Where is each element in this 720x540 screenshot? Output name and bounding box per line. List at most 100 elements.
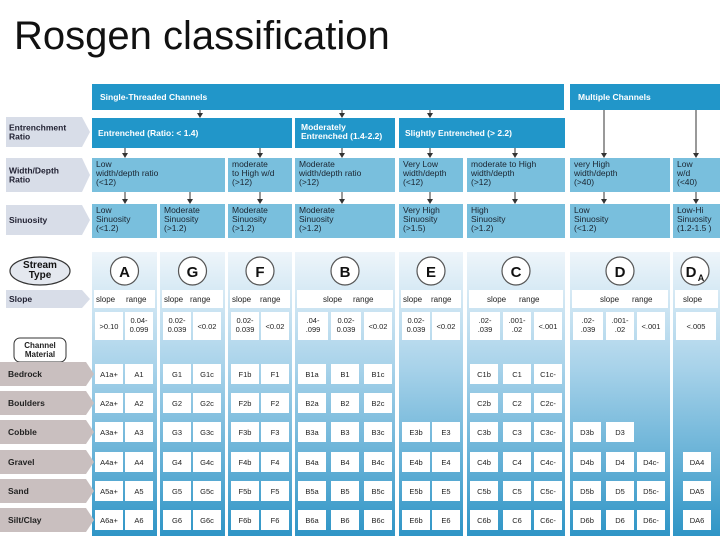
width-depth-text-4: moderate to High width/depth (>12) bbox=[470, 159, 536, 187]
type-code-e5: E5 bbox=[441, 487, 450, 496]
type-cell-g-0-1 bbox=[193, 364, 221, 384]
type-cell-g-2-1 bbox=[193, 422, 221, 442]
slope-value-16: <.001 bbox=[642, 322, 661, 331]
slope-header-box-6 bbox=[572, 290, 668, 308]
type-cell-d-2-0 bbox=[573, 422, 601, 442]
type-code-b1: B1 bbox=[340, 370, 349, 379]
type-cell-b-4-1 bbox=[331, 481, 359, 501]
type-code-d4cminus: D4c- bbox=[643, 458, 659, 467]
sinuosity-text-4: Very High Sinuosity (>1.5) bbox=[403, 205, 440, 233]
entrenchment-ratio-label: Entrenchment Ratio bbox=[9, 123, 66, 142]
slope-value-6: .04-.099 bbox=[306, 316, 321, 334]
slope-value-11: .02-.039 bbox=[478, 316, 493, 334]
slope-value-13: <.001 bbox=[539, 322, 558, 331]
type-cell-g-3-1 bbox=[193, 452, 221, 472]
type-code-d4b: D4b bbox=[580, 458, 594, 467]
type-code-a5aplus: A5a+ bbox=[100, 487, 118, 496]
type-cell-a-0-0 bbox=[95, 364, 123, 384]
type-code-a6: A6 bbox=[134, 516, 143, 525]
type-cell-d-3-1 bbox=[606, 452, 634, 472]
type-cell-g-4-1 bbox=[193, 481, 221, 501]
sinuosity-box-6 bbox=[570, 204, 670, 238]
entrenchment-box-0 bbox=[92, 118, 292, 148]
slope-header-box-3 bbox=[297, 290, 393, 308]
slope-value-1: 0.04-0.099 bbox=[130, 316, 149, 334]
type-cell-da-4-0 bbox=[683, 481, 711, 501]
type-cell-c-0-2 bbox=[534, 364, 562, 384]
type-code-g5c: G5c bbox=[200, 487, 214, 496]
type-cell-c-1-0 bbox=[470, 393, 498, 413]
material-band-gravel bbox=[0, 450, 94, 474]
type-cell-c-2-0 bbox=[470, 422, 498, 442]
width-depth-ratio-label-tab bbox=[6, 158, 90, 192]
type-code-g3c: G3c bbox=[200, 428, 214, 437]
type-cell-f-0-1 bbox=[261, 364, 289, 384]
entrenchment-text-0: Entrenched (Ratio: < 1.4) bbox=[98, 128, 199, 138]
type-cell-b-3-0 bbox=[298, 452, 326, 472]
type-code-b2c: B2c bbox=[372, 399, 385, 408]
single-threaded-header bbox=[92, 84, 564, 110]
width-depth-text-6: Low w/d (<40) bbox=[676, 159, 697, 187]
type-cell-c-1-2 bbox=[534, 393, 562, 413]
type-code-g5: G5 bbox=[172, 487, 182, 496]
sinuosity-text-1: Moderate Sinuosity (>1.2) bbox=[164, 205, 200, 233]
type-cell-g-5-1 bbox=[193, 510, 221, 530]
slope-value-7: 0.02-0.039 bbox=[337, 316, 356, 334]
sinuosity-box-1 bbox=[160, 204, 225, 238]
entrenchment-text-2: Slightly Entrenched (> 2.2) bbox=[405, 128, 512, 138]
type-code-da6: DA6 bbox=[690, 516, 705, 525]
arrow-header-entr-2-head bbox=[427, 113, 433, 118]
type-cell-f-5-0 bbox=[231, 510, 259, 530]
type-cell-b-3-1 bbox=[331, 452, 359, 472]
type-code-c5cminus: C5c- bbox=[540, 487, 556, 496]
type-code-g1c: G1c bbox=[200, 370, 214, 379]
sinuosity-box-3 bbox=[295, 204, 395, 238]
type-code-e6: E6 bbox=[441, 516, 450, 525]
type-code-f5b: F5b bbox=[239, 487, 252, 496]
type-code-e3b: E3b bbox=[409, 428, 422, 437]
type-code-b3: B3 bbox=[340, 428, 349, 437]
stream-type-circle-c bbox=[501, 256, 531, 286]
multiple-channels-header bbox=[570, 84, 720, 110]
stream-type-letter-b: B bbox=[340, 264, 351, 281]
slope-value-2: 0.02-0.039 bbox=[168, 316, 187, 334]
material-label-cobble: Cobble bbox=[8, 427, 37, 437]
width-depth-box-6 bbox=[673, 158, 720, 192]
type-cell-c-1-1 bbox=[503, 393, 531, 413]
arrow-header-entr-0-head bbox=[197, 113, 203, 118]
type-code-c4cminus: C4c- bbox=[540, 458, 556, 467]
type-code-b1c: B1c bbox=[372, 370, 385, 379]
type-cell-a-1-0 bbox=[95, 393, 123, 413]
type-cell-a-2-1 bbox=[125, 422, 153, 442]
type-code-c2: C2 bbox=[512, 399, 522, 408]
type-code-c3: C3 bbox=[512, 428, 522, 437]
type-cell-d-4-1 bbox=[606, 481, 634, 501]
range-word-0: range bbox=[126, 295, 147, 304]
type-code-a3: A3 bbox=[134, 428, 143, 437]
type-cell-b-5-1 bbox=[331, 510, 359, 530]
type-cell-a-5-0 bbox=[95, 510, 123, 530]
type-cell-b-1-1 bbox=[331, 393, 359, 413]
type-code-g6c: G6c bbox=[200, 516, 214, 525]
slope-header-box-4 bbox=[401, 290, 461, 308]
type-cell-e-2-0 bbox=[402, 422, 430, 442]
slope-cell-0 bbox=[95, 312, 123, 340]
type-code-f6b: F6b bbox=[239, 516, 252, 525]
type-code-b4c: B4c bbox=[372, 458, 385, 467]
type-code-a6aplus: A6a+ bbox=[100, 516, 118, 525]
slope-value-4: 0.02-0.039 bbox=[236, 316, 255, 334]
material-label-boulders: Boulders bbox=[8, 398, 45, 408]
width-depth-text-5: very High width/depth (>40) bbox=[573, 159, 618, 187]
slope-word-2: slope bbox=[232, 295, 252, 304]
arrow-multiple-wd-0-head bbox=[601, 153, 607, 158]
type-code-c6: C6 bbox=[512, 516, 522, 525]
slope-word-4: slope bbox=[403, 295, 423, 304]
type-cell-d-4-2 bbox=[637, 481, 665, 501]
type-code-f4b: F4b bbox=[239, 458, 252, 467]
type-code-e4b: E4b bbox=[409, 458, 422, 467]
type-code-c2cminus: C2c- bbox=[540, 399, 556, 408]
sinuosity-text-6: Low Sinuosity (<1.2) bbox=[574, 205, 609, 233]
type-code-f6: F6 bbox=[271, 516, 280, 525]
type-code-c1b: C1b bbox=[477, 370, 491, 379]
